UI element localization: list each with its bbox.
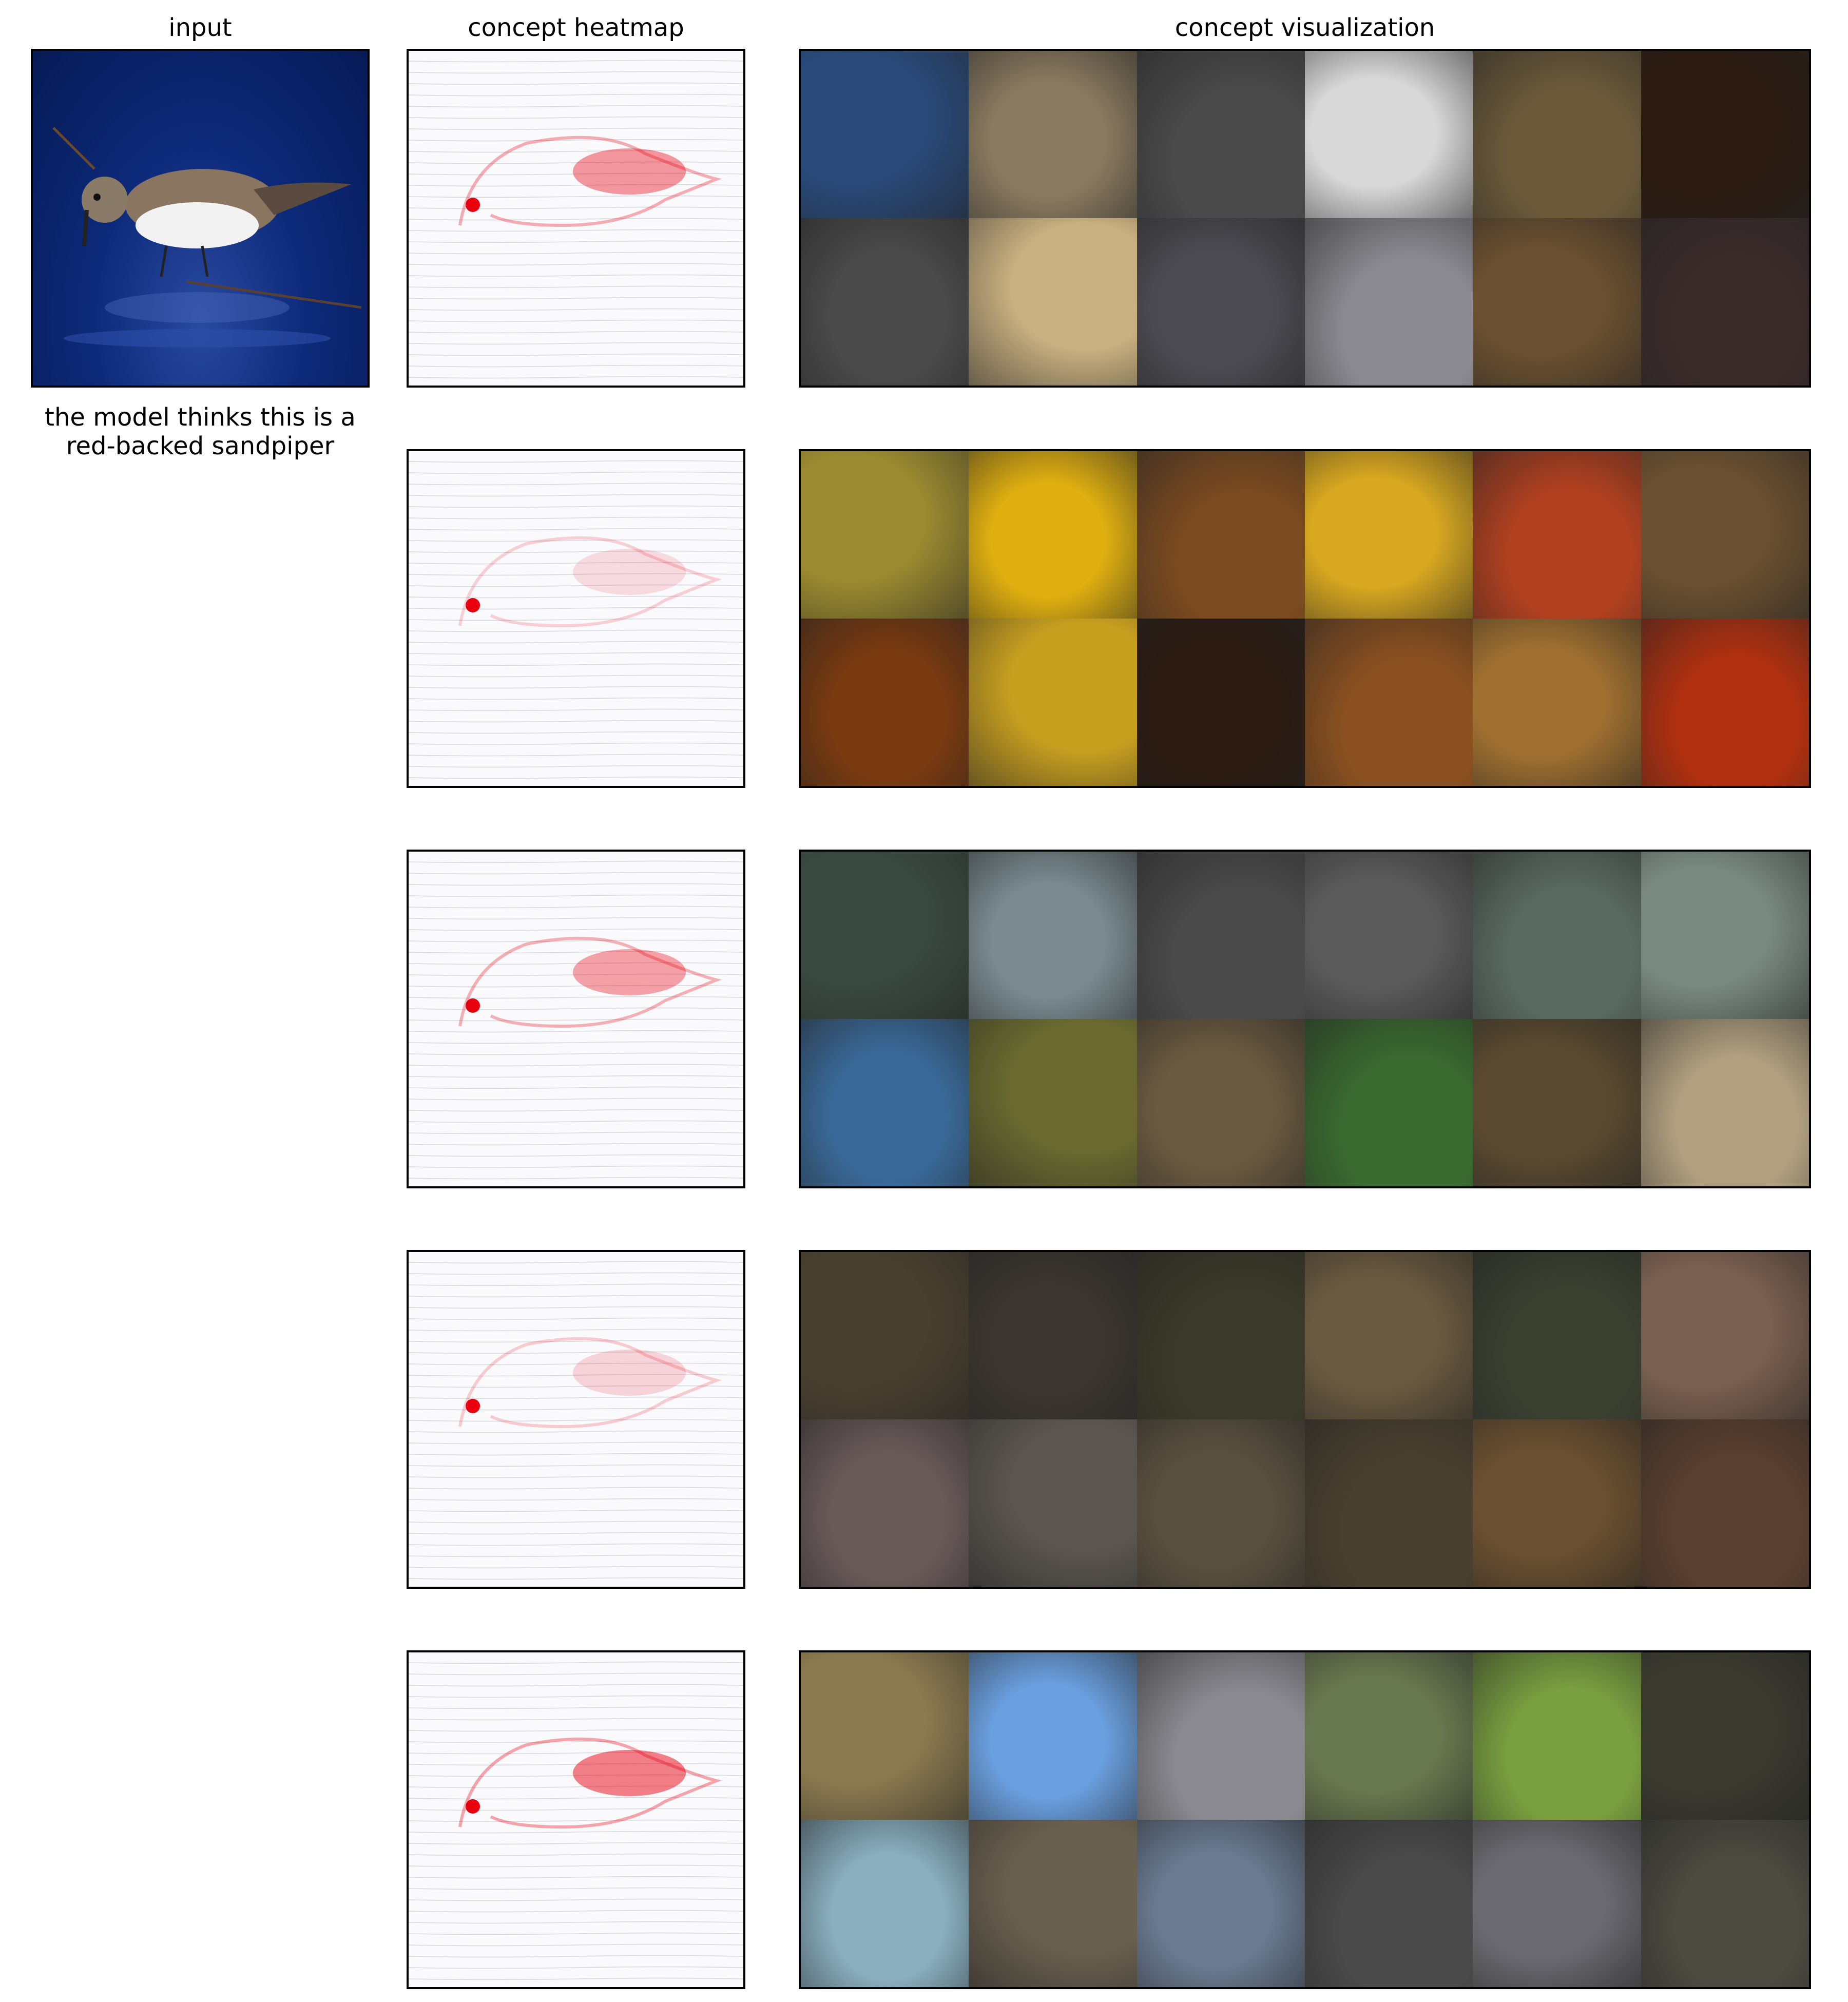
concept-example-image xyxy=(969,218,1137,386)
concept-example-image xyxy=(969,1419,1137,1587)
sandpiper-illustration xyxy=(52,127,362,348)
caption-line-1: the model thinks this is a xyxy=(45,403,356,432)
concept-example-image xyxy=(969,1019,1137,1186)
concept-example-image xyxy=(1137,1652,1305,1820)
concept-example-image xyxy=(1305,1419,1473,1587)
heatmap-overlay xyxy=(409,460,743,779)
concept-example-image xyxy=(1305,1820,1473,1987)
concept-example-image xyxy=(1473,1652,1641,1820)
concept-example-image xyxy=(801,1252,969,1419)
concept-example-image xyxy=(1137,218,1305,386)
heatmap-overlay xyxy=(409,60,743,379)
concept-example-image xyxy=(1305,51,1473,218)
concept-example-image xyxy=(1473,51,1641,218)
concept-heatmap-5 xyxy=(407,1650,745,1989)
concept-example-image xyxy=(1641,1652,1809,1820)
concept-example-image xyxy=(1137,619,1305,786)
concept-example-image xyxy=(969,51,1137,218)
heatmap-column-title: concept heatmap xyxy=(468,13,684,42)
concept-heatmap-3 xyxy=(407,850,745,1188)
caption-line-2: red-backed sandpiper xyxy=(66,432,335,460)
concept-example-image xyxy=(969,619,1137,786)
concept-visualization-2 xyxy=(799,449,1811,788)
concept-example-image xyxy=(1137,1252,1305,1419)
input-column-title: input xyxy=(168,13,232,42)
concept-example-image xyxy=(1473,1019,1641,1186)
concept-example-image xyxy=(801,852,969,1019)
concept-example-image xyxy=(1305,451,1473,619)
heatmap-overlay xyxy=(409,1261,743,1580)
concept-heatmap-1 xyxy=(407,49,745,388)
concept-example-image xyxy=(1137,852,1305,1019)
concept-visualization-5 xyxy=(799,1650,1811,1989)
concept-example-image xyxy=(801,1019,969,1186)
concept-example-image xyxy=(1137,1419,1305,1587)
concept-example-image xyxy=(1641,1019,1809,1186)
concept-example-image xyxy=(801,1820,969,1987)
input-image xyxy=(31,49,370,388)
concept-example-image xyxy=(1473,1419,1641,1587)
heatmap-overlay xyxy=(409,860,743,1180)
concept-example-image xyxy=(1305,1252,1473,1419)
concept-example-image xyxy=(801,619,969,786)
concept-example-image xyxy=(1473,218,1641,386)
concept-example-image xyxy=(801,218,969,386)
concept-example-image xyxy=(1137,51,1305,218)
concept-example-image xyxy=(1137,1019,1305,1186)
concept-example-image xyxy=(1473,619,1641,786)
concept-example-image xyxy=(1305,218,1473,386)
concept-example-image xyxy=(801,451,969,619)
concept-example-image xyxy=(1641,1252,1809,1419)
concept-example-image xyxy=(801,51,969,218)
concept-example-image xyxy=(1137,1820,1305,1987)
concept-visualization-3 xyxy=(799,850,1811,1188)
concept-example-image xyxy=(1473,451,1641,619)
visualization-column-title: concept visualization xyxy=(1175,13,1435,42)
concept-example-image xyxy=(969,852,1137,1019)
concept-example-image xyxy=(1641,51,1809,218)
concept-example-image xyxy=(1641,852,1809,1019)
concept-example-image xyxy=(1473,852,1641,1019)
concept-example-image xyxy=(1305,1019,1473,1186)
concept-heatmap-4 xyxy=(407,1250,745,1589)
concept-example-image xyxy=(1305,1652,1473,1820)
concept-example-image xyxy=(969,1252,1137,1419)
concept-visualization-4 xyxy=(799,1250,1811,1589)
concept-example-image xyxy=(969,1652,1137,1820)
concept-example-image xyxy=(1641,1419,1809,1587)
concept-example-image xyxy=(1641,1820,1809,1987)
heatmap-overlay xyxy=(409,1661,743,1980)
prediction-caption: the model thinks this is a red-backed sa… xyxy=(21,403,380,460)
concept-heatmap-2 xyxy=(407,449,745,788)
concept-example-image xyxy=(1641,218,1809,386)
concept-example-image xyxy=(1137,451,1305,619)
concept-example-image xyxy=(1641,451,1809,619)
concept-example-image xyxy=(1641,619,1809,786)
concept-visualization-1 xyxy=(799,49,1811,388)
concept-example-image xyxy=(1473,1820,1641,1987)
concept-example-image xyxy=(1305,619,1473,786)
concept-example-image xyxy=(801,1652,969,1820)
concept-example-image xyxy=(969,1820,1137,1987)
concept-example-image xyxy=(1305,852,1473,1019)
concept-example-image xyxy=(801,1419,969,1587)
concept-example-image xyxy=(969,451,1137,619)
concept-example-image xyxy=(1473,1252,1641,1419)
